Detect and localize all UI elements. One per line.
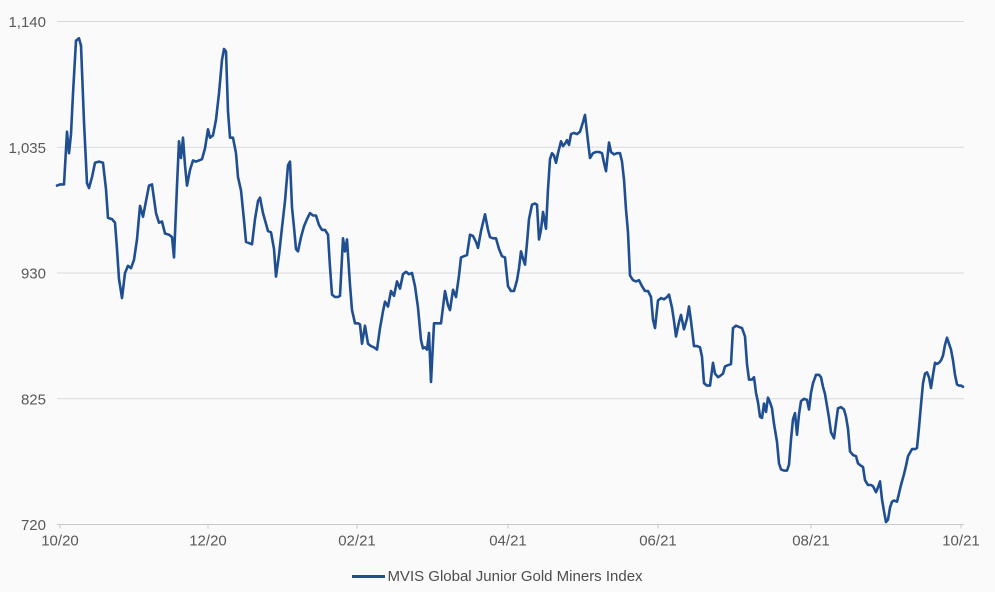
legend: MVIS Global Junior Gold Miners Index [0, 564, 995, 588]
y-axis-label: 1,140 [8, 14, 46, 31]
y-axis-label: 1,035 [8, 140, 46, 157]
series-line-mvis-index [55, 36, 965, 524]
x-axis-label: 02/21 [338, 533, 376, 550]
x-axis-label: 06/21 [639, 533, 677, 550]
y-axis-label: 720 [21, 517, 46, 534]
x-axis-label: 10/20 [41, 533, 79, 550]
y-axis-label: 930 [21, 266, 46, 283]
y-axis-label: 825 [21, 391, 46, 408]
x-axis-label: 08/21 [792, 533, 830, 550]
legend-label: MVIS Global Junior Gold Miners Index [387, 567, 643, 585]
legend-line-swatch [352, 574, 386, 578]
x-axis-label: 04/21 [489, 533, 527, 550]
x-axis-label: 10/21 [942, 533, 980, 550]
x-axis-label: 12/20 [189, 533, 227, 550]
